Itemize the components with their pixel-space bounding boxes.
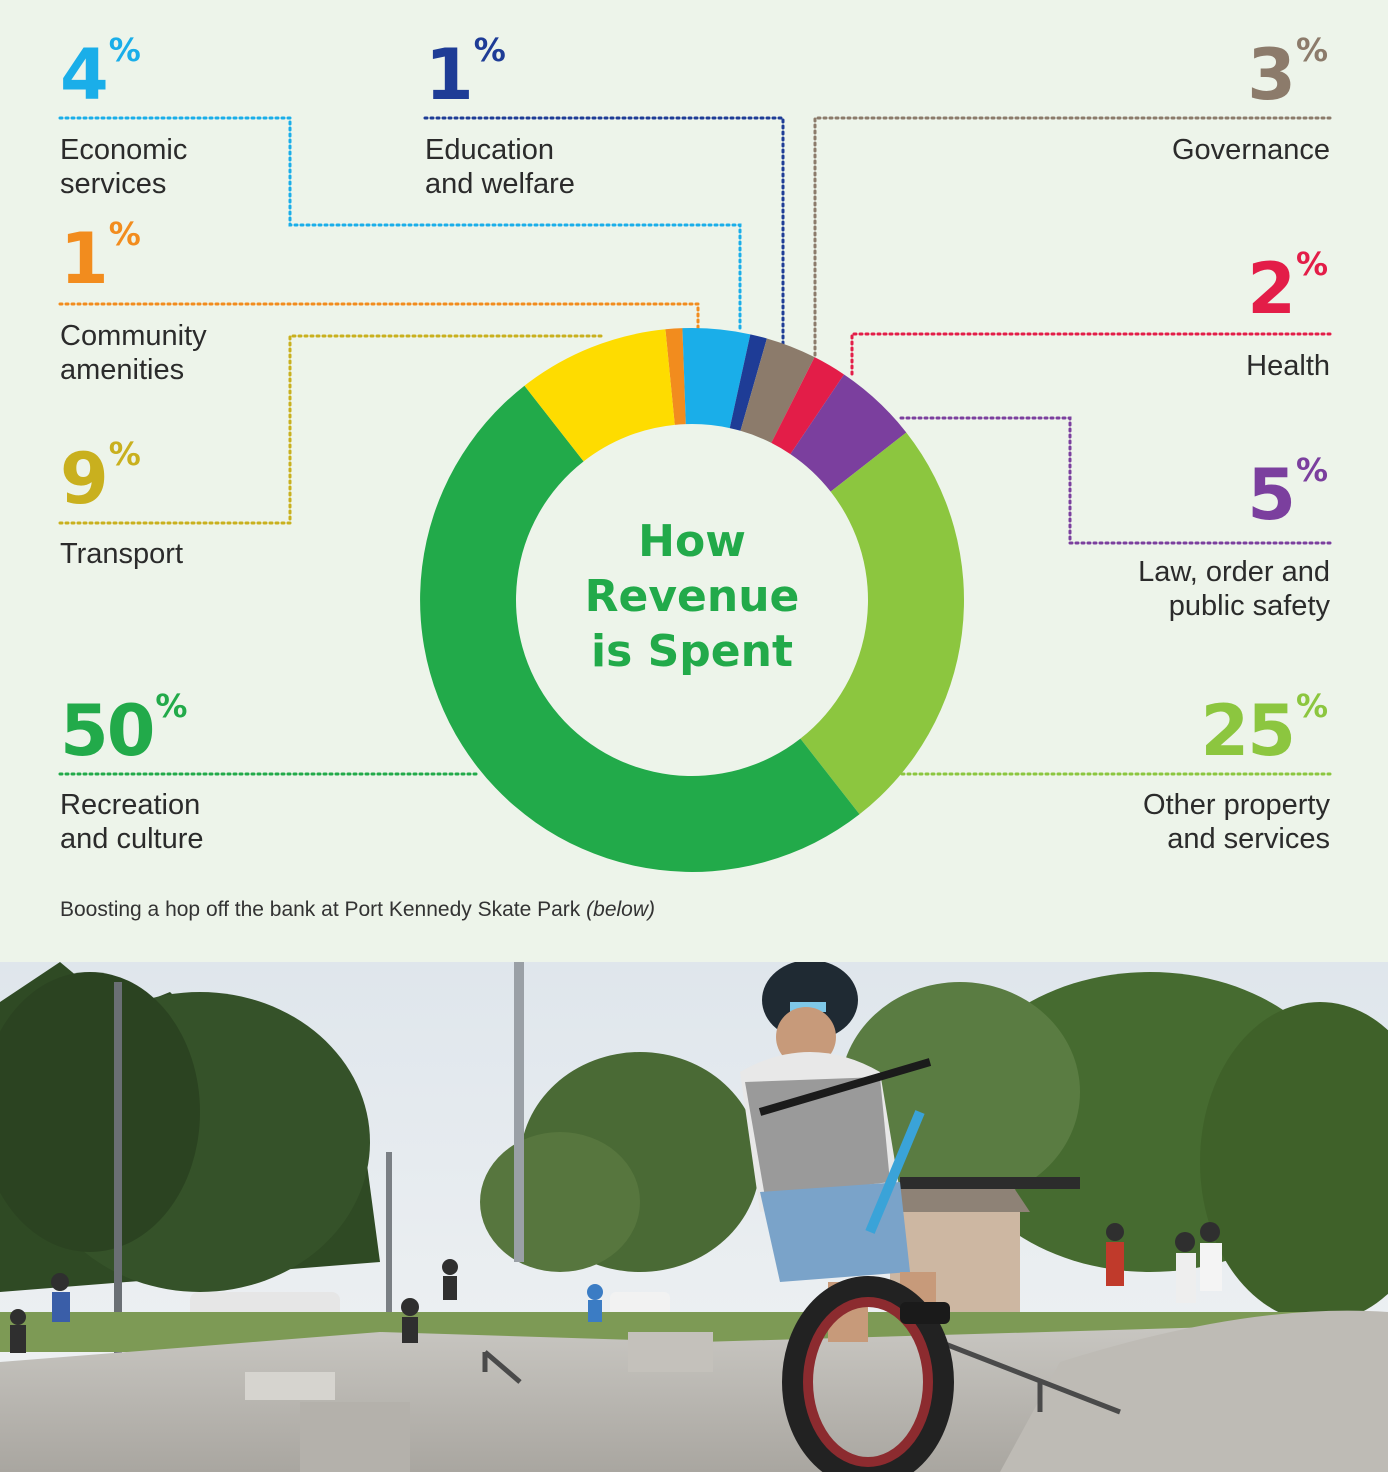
percent-sign: % [108,215,141,253]
percent-sign: % [155,687,188,725]
donut-slice-education [729,334,767,431]
main-rider [740,962,954,1472]
health-value: 2 [1247,248,1296,330]
caption-italic: (below) [586,898,655,921]
percent-sign: % [1295,451,1328,489]
health-percent: 2% [1247,248,1328,324]
education-label: Education and welfare [425,134,575,200]
community-label: Community amenities [60,320,207,386]
transport-label: Transport [60,538,184,570]
economic-label: Economic services [60,134,188,200]
recreation-label: Recreation and culture [60,789,204,855]
economic-percent: 4% [60,34,141,110]
photo-caption: Boosting a hop off the bank at Port Kenn… [60,898,655,922]
governance-value: 3 [1247,34,1296,116]
community-leader-line [58,302,700,332]
law-value: 5 [1247,454,1296,536]
skate-park-photo [0,962,1388,1472]
health-label: Health [1246,350,1330,382]
percent-sign: % [1295,31,1328,69]
donut-slice-recreation [420,385,860,872]
caption-text: Boosting a hop off the bank at Port Kenn… [60,898,581,921]
donut-slice-governance [740,338,815,443]
law-percent: 5% [1247,454,1328,530]
other-value: 25 [1200,690,1296,772]
transport-leader-line [58,334,607,525]
recreation-value: 50 [60,690,155,772]
revenue-infographic: How Revenue is Spent 4% Economic service… [58,34,1332,922]
health-leader-line [850,332,1332,377]
governance-percent: 3% [1247,34,1328,110]
transport-percent: 9% [60,438,141,514]
donut-slice-community [665,328,686,425]
other-label: Other property and services [1143,789,1330,855]
percent-sign: % [1295,245,1328,283]
governance-label: Governance [1172,134,1330,166]
governance-leader-line [813,116,1332,357]
other-percent: 25% [1201,690,1328,766]
law-label: Law, order and public safety [1138,556,1330,622]
donut-slice-law-order-and [790,374,907,492]
community-value: 1 [60,218,109,300]
chart-title: How Revenue is Spent [584,516,800,677]
percent-sign: % [1295,687,1328,725]
percent-sign: % [473,31,506,69]
transport-value: 9 [60,438,109,520]
donut-slice-other-property [800,432,965,815]
education-leader-line [423,116,785,347]
percent-sign: % [108,31,141,69]
percent-sign: % [108,435,141,473]
recreation-percent: 50% [60,690,187,766]
donut-slice-health [771,357,845,455]
donut-slice-transport [524,329,675,462]
leader-lines [58,116,1332,776]
community-percent: 1% [60,218,141,294]
economic-value: 4 [60,34,109,116]
law-leader-line [898,416,1332,545]
education-percent: 1% [425,34,506,110]
donut-slice-economic [682,328,751,429]
economic-leader-line [58,116,742,332]
education-value: 1 [425,34,474,116]
donut-chart [420,328,965,872]
skate-park-illustration [0,962,1388,1472]
